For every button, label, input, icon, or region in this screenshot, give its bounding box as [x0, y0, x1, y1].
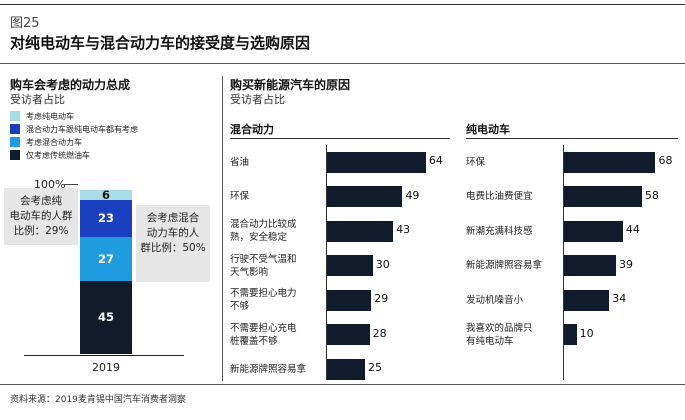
legend-item: 混合动力车跟纯电动车都有考虑: [10, 124, 138, 134]
legend-label: 考虑混合动力车: [26, 137, 82, 147]
bar-category-label: 我喜欢的品牌只 有纯电动车: [466, 322, 533, 347]
bar-value-label: 43: [396, 223, 411, 236]
stack-segment: 27: [80, 237, 132, 281]
stacked-bar-2019: 45 27 23 6: [80, 187, 132, 354]
source-note: 资料来源：2019麦肯锡中国汽车消费者洞察: [10, 395, 186, 405]
legend-item: 考虑混合动力车: [10, 137, 82, 147]
figure-number: 图25: [10, 16, 40, 31]
title-rule: [0, 63, 685, 64]
x-tick-2019: 2019: [92, 361, 120, 374]
total-pointer: [64, 184, 78, 185]
legend-label: 仅考虑传统燃油车: [26, 150, 90, 160]
bar-category-label: 不需要担心充电 桩覆盖不够: [230, 322, 297, 347]
bar-category-label: 行驶不受气温和 天气影响: [230, 253, 297, 278]
stack-segment: 6: [80, 187, 132, 202]
bar-value-label: 49: [405, 188, 420, 202]
bar-value-label: 10: [579, 326, 594, 340]
bar: [326, 151, 426, 173]
bar: [326, 186, 403, 207]
legend-swatch: [10, 111, 20, 121]
stack-value-label: 45: [97, 310, 114, 325]
bev-group-title: 纯电动车: [466, 123, 510, 136]
callout-line: 动力车的人: [146, 227, 200, 239]
legend-swatch: [10, 124, 20, 134]
bar: [326, 324, 370, 345]
bar: [563, 324, 577, 345]
powertrain-chart-subtitle: 受访者占比: [10, 93, 65, 106]
legend-item: 仅考虑传统燃油车: [10, 150, 90, 160]
legend-item: 考虑纯电动车: [10, 111, 74, 121]
bar-value-label: 39: [619, 257, 634, 271]
bar-category-label: 环保: [466, 156, 486, 168]
legend-label: 考虑纯电动车: [26, 111, 74, 121]
reasons-chart-title: 购买新能源汽车的原因: [230, 78, 351, 92]
bar-category-label: 混合动力比较成 熟，安全稳定: [230, 219, 297, 243]
stack-value-label: 27: [97, 251, 114, 266]
bar-category-label: 新潮充满科技感: [466, 225, 533, 237]
bar: [326, 255, 373, 276]
bar-value-label: 28: [372, 326, 387, 340]
callout-line: 会考虑纯: [20, 195, 62, 207]
bar-value-label: 64: [428, 154, 443, 167]
bar-category-label: 新能源牌照容易拿: [230, 363, 307, 375]
stack-value-label: 6: [101, 187, 110, 202]
callout-line: 群比例：50%: [140, 242, 206, 254]
bar: [326, 358, 365, 380]
bar-category-label: 发动机噪音小: [466, 294, 524, 306]
stack-segment: 45: [80, 280, 132, 354]
legend-swatch: [10, 150, 20, 160]
bar-value-label: 58: [644, 188, 659, 202]
reasons-chart-subtitle: 受访者占比: [230, 93, 285, 106]
bar-value-label: 34: [612, 292, 627, 305]
bar-value-label: 29: [374, 292, 389, 305]
figure-title: 对纯电动车与混合动力车的接受度与选购原因: [10, 34, 311, 52]
bar-axis-line: [563, 145, 564, 380]
bar-category-label: 不需要担心电力 不够: [230, 288, 297, 312]
bar-category-label: 新能源牌照容易拿: [466, 260, 543, 271]
bar-category-label: 环保: [230, 191, 250, 202]
bottom-rule: [0, 384, 685, 385]
legend-swatch: [10, 137, 20, 147]
bar: [563, 289, 610, 311]
hybrid-group-title: 混合动力: [230, 123, 274, 136]
bev-group-rule: [466, 138, 678, 139]
bar-value-label: 44: [625, 223, 640, 236]
bar-value-label: 68: [658, 154, 673, 167]
powertrain-chart-title: 购车会考虑的动力总成: [10, 78, 131, 92]
panel-divider: [222, 76, 223, 381]
bar: [563, 255, 617, 276]
bev-share-callout: 会考虑纯电动车的人群 比例：29%: [4, 188, 78, 245]
bar: [326, 220, 394, 242]
total-label: 100%: [34, 178, 66, 191]
bar-value-label: 30: [375, 257, 390, 271]
callout-line: 会考虑混合: [146, 212, 200, 224]
bar-category-label: 省油: [230, 156, 250, 168]
hev-share-callout: 会考虑混合动力车的人群比例：50%: [136, 205, 210, 282]
bar-axis-line: [326, 145, 327, 380]
top-rule: [0, 4, 685, 5]
legend-label: 混合动力车跟纯电动车都有考虑: [26, 124, 138, 134]
callout-line: 比例：29%: [13, 225, 69, 237]
hybrid-group-rule: [230, 138, 450, 139]
x-axis-line: [24, 355, 184, 356]
bar: [563, 220, 623, 242]
bar: [563, 186, 642, 207]
bar-category-label: 电费比油费便宜: [466, 191, 533, 202]
stack-segment: 23: [80, 199, 132, 238]
bar: [563, 151, 656, 173]
callout-line: 电动车的人群: [9, 210, 73, 222]
stack-value-label: 23: [97, 211, 114, 226]
bar: [326, 289, 372, 311]
bar-value-label: 25: [368, 361, 382, 374]
